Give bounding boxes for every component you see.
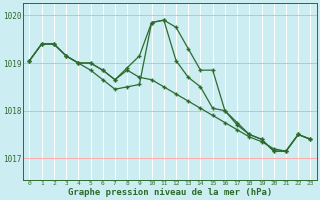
X-axis label: Graphe pression niveau de la mer (hPa): Graphe pression niveau de la mer (hPa) [68,188,272,197]
